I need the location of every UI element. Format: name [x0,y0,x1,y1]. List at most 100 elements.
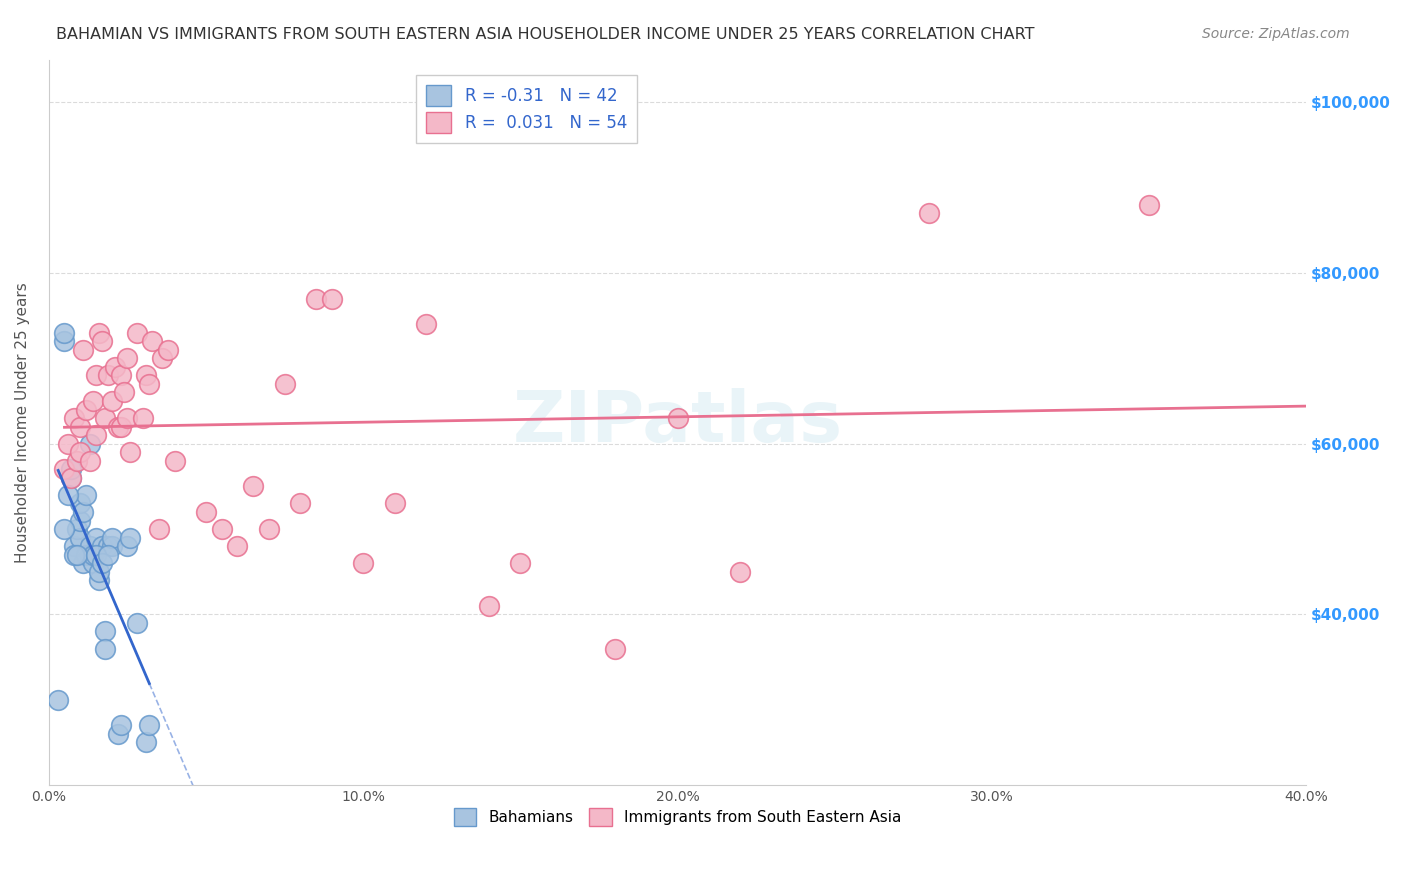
Point [63,539,86,553]
Point [918,206,941,220]
Point [104,359,127,374]
Point [69,445,91,459]
Point [107,727,129,741]
Point [117,539,139,553]
Point [226,539,249,553]
Point [56,488,79,502]
Point [107,419,129,434]
Point [63,411,86,425]
Point [84,428,107,442]
Point [163,454,186,468]
Point [110,368,132,383]
Point [110,419,132,434]
Point [112,385,135,400]
Point [132,411,155,425]
Point [120,445,142,459]
Point [91,539,114,553]
Point [53,334,76,349]
Point [509,556,531,570]
Text: ZIPatlas: ZIPatlas [512,388,842,457]
Point [157,343,180,357]
Point [321,292,343,306]
Legend: Bahamians, Immigrants from South Eastern Asia: Bahamians, Immigrants from South Eastern… [444,798,911,836]
Point [72,505,94,519]
Point [138,376,160,391]
Point [79,436,101,450]
Point [242,479,264,493]
Point [84,548,107,562]
Point [66,522,89,536]
Point [305,292,328,306]
Point [138,718,160,732]
Text: Source: ZipAtlas.com: Source: ZipAtlas.com [1202,27,1350,41]
Point [110,718,132,732]
Point [87,565,110,579]
Point [603,641,626,656]
Point [59,471,82,485]
Point [69,531,91,545]
Point [69,419,91,434]
Point [117,411,139,425]
Point [69,496,91,510]
Point [76,402,98,417]
Point [63,548,86,562]
Point [97,368,120,383]
Point [66,548,89,562]
Point [53,522,76,536]
Point [79,548,101,562]
Point [69,514,91,528]
Point [125,615,148,630]
Point [79,454,101,468]
Point [84,368,107,383]
Point [87,574,110,588]
Point [290,496,312,510]
Point [100,531,122,545]
Point [53,462,76,476]
Point [76,488,98,502]
Point [84,531,107,545]
Point [730,565,752,579]
Point [125,326,148,340]
Text: BAHAMIAN VS IMMIGRANTS FROM SOUTH EASTERN ASIA HOUSEHOLDER INCOME UNDER 25 YEARS: BAHAMIAN VS IMMIGRANTS FROM SOUTH EASTER… [56,27,1035,42]
Point [100,539,122,553]
Point [150,351,173,366]
Point [82,548,104,562]
Point [94,624,117,639]
Point [46,692,69,706]
Point [59,462,82,476]
Point [59,471,82,485]
Point [76,548,98,562]
Point [97,548,120,562]
Point [257,522,280,536]
Point [194,505,217,519]
Point [82,394,104,409]
Point [135,735,157,749]
Point [117,351,139,366]
Point [94,411,117,425]
Point [352,556,374,570]
Point [66,454,89,468]
Point [91,334,114,349]
Point [72,556,94,570]
Point [79,539,101,553]
Point [135,368,157,383]
Point [82,556,104,570]
Point [91,556,114,570]
Point [94,641,117,656]
Y-axis label: Householder Income Under 25 years: Householder Income Under 25 years [15,282,30,563]
Point [97,539,120,553]
Point [415,317,437,331]
Point [141,334,163,349]
Point [273,376,295,391]
Point [666,411,689,425]
Point [384,496,406,510]
Point [148,522,170,536]
Point [53,326,76,340]
Point [72,343,94,357]
Point [211,522,233,536]
Point [1137,197,1160,211]
Point [120,531,142,545]
Point [87,326,110,340]
Point [478,599,501,613]
Point [56,436,79,450]
